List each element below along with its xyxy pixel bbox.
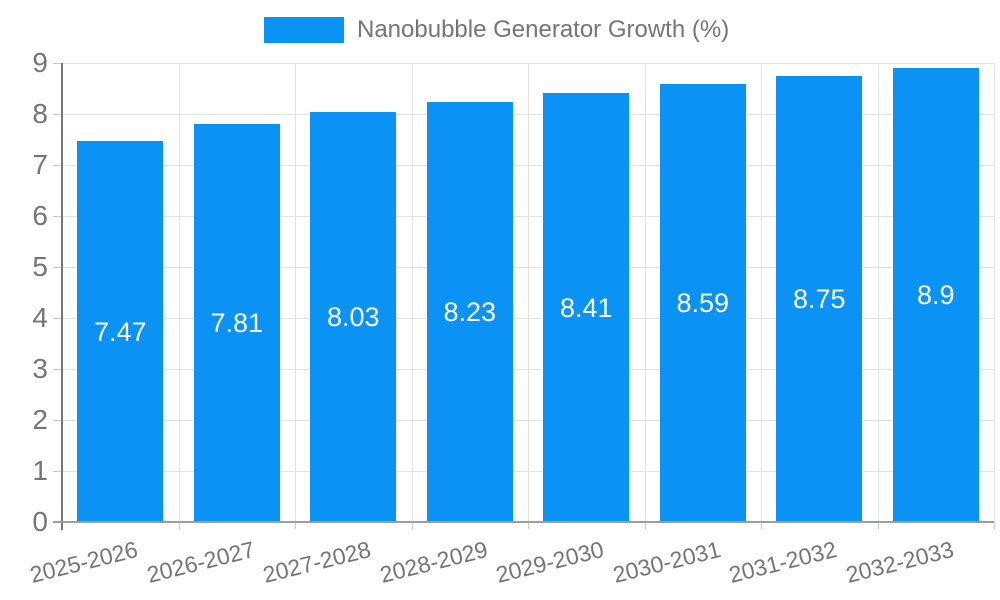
- h-gridline: [62, 267, 994, 268]
- y-axis-line: [61, 63, 63, 530]
- v-gridline: [761, 63, 762, 522]
- v-gridline: [411, 63, 413, 522]
- bar[interactable]: 8.23: [426, 102, 513, 522]
- y-tick: [53, 369, 62, 370]
- bar-value-label: 8.03: [326, 302, 380, 333]
- x-tick: [295, 522, 296, 529]
- bar-value-label: 8.23: [443, 297, 497, 328]
- v-gridline: [877, 63, 879, 522]
- h-gridline: [62, 369, 994, 370]
- bar-value-label: 8.59: [676, 287, 730, 318]
- bar-value-label: 8.9: [916, 280, 955, 311]
- y-tick: [53, 420, 62, 421]
- y-tick-label: 6: [32, 200, 48, 231]
- y-tick-label: 7: [32, 149, 48, 180]
- bar-value-label: 7.81: [210, 307, 264, 338]
- y-tick: [53, 165, 62, 166]
- v-gridline: [178, 63, 180, 522]
- y-tick: [53, 114, 62, 115]
- bar[interactable]: 8.03: [310, 112, 397, 522]
- v-gridline: [295, 63, 296, 522]
- bar-value-label: 7.47: [93, 316, 147, 347]
- y-tick: [53, 267, 62, 268]
- y-tick-label: 9: [32, 47, 48, 78]
- legend-swatch: [264, 17, 344, 43]
- x-tick: [178, 522, 180, 529]
- v-gridline: [528, 63, 529, 522]
- bar[interactable]: 8.59: [659, 83, 746, 522]
- y-tick-label: 1: [32, 455, 48, 486]
- bar[interactable]: 7.81: [193, 123, 280, 522]
- y-tick-label: 5: [32, 251, 48, 282]
- x-tick: [644, 522, 646, 529]
- y-tick: [53, 318, 62, 319]
- x-tick: [877, 522, 879, 529]
- h-gridline: [62, 165, 994, 166]
- bar-value-label: 8.75: [792, 283, 846, 314]
- h-gridline: [62, 63, 994, 64]
- y-tick: [53, 216, 62, 217]
- h-gridline: [62, 420, 994, 421]
- bar[interactable]: 8.41: [543, 93, 630, 522]
- y-tick-label: 3: [32, 353, 48, 384]
- legend-label: Nanobubble Generator Growth (%): [357, 16, 730, 43]
- y-tick-label: 4: [32, 302, 48, 333]
- h-gridline: [62, 114, 994, 115]
- v-gridline: [994, 63, 995, 522]
- y-tick-label: 2: [32, 404, 48, 435]
- y-tick-label: 8: [32, 98, 48, 129]
- bar[interactable]: 8.75: [776, 75, 863, 522]
- y-tick-label: 0: [32, 506, 48, 537]
- y-tick: [53, 63, 62, 64]
- bar[interactable]: 7.47: [77, 141, 164, 522]
- bar[interactable]: 8.9: [892, 68, 979, 522]
- h-gridline: [62, 471, 994, 472]
- x-tick: [994, 522, 995, 529]
- x-axis-line: [53, 521, 994, 523]
- x-tick: [411, 522, 413, 529]
- x-tick: [761, 522, 762, 529]
- chart-legend[interactable]: Nanobubble Generator Growth (%): [264, 16, 729, 44]
- y-tick: [53, 471, 62, 472]
- h-gridline: [62, 216, 994, 217]
- bar-value-label: 8.41: [559, 292, 613, 323]
- v-gridline: [644, 63, 646, 522]
- x-tick: [528, 522, 529, 529]
- h-gridline: [62, 318, 994, 319]
